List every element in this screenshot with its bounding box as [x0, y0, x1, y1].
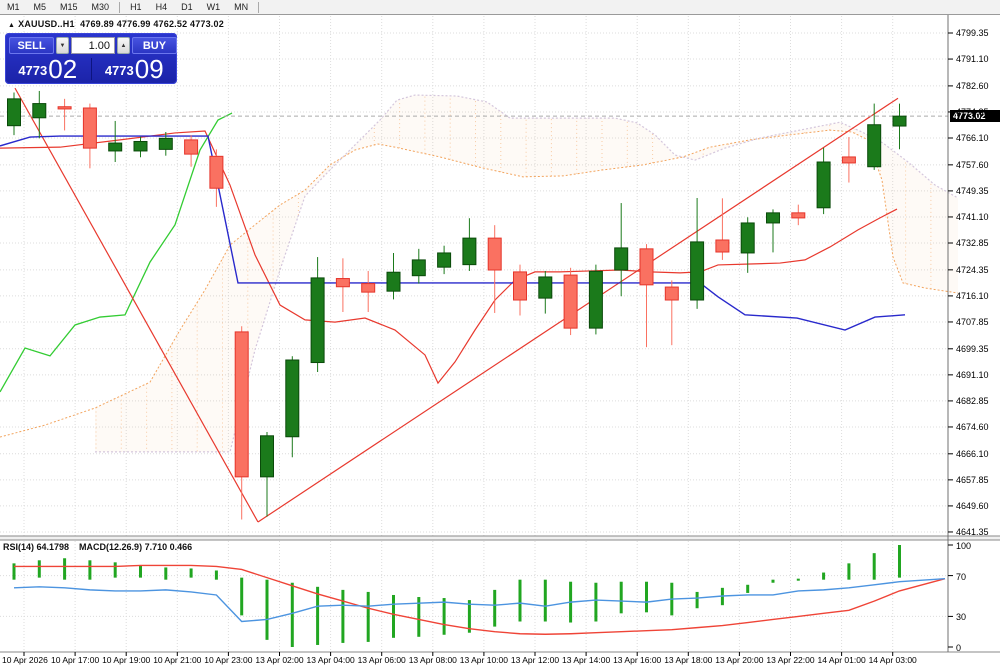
oscillator-axis-label: 100	[956, 541, 972, 551]
buy-button[interactable]: BUY	[131, 37, 177, 54]
price-axis-label: 4757.60	[956, 159, 989, 170]
timeframe-button-m15[interactable]: M15	[60, 2, 78, 12]
time-axis-label: 10 Apr 23:00	[204, 655, 253, 665]
price-axis-label: 4782.60	[956, 80, 989, 91]
price-axis-label: 4682.85	[956, 395, 989, 406]
time-axis-label: 13 Apr 02:00	[255, 655, 304, 665]
price-axis-label: 4666.10	[956, 448, 989, 459]
indicator-pane-label: RSI(14) 64.1798 MACD(12.26.9) 7.710 0.466	[3, 542, 202, 552]
time-axis-label: 14 Apr 01:00	[817, 655, 866, 665]
timeframe-button-m30[interactable]: M30	[91, 2, 110, 12]
timeframe-button-m1[interactable]: M1	[7, 2, 20, 12]
price-axis-label: 4791.10	[956, 54, 989, 65]
ask-price-prefix: 4773	[104, 63, 134, 78]
oscillator-axis-label: 30	[956, 612, 967, 623]
price-axis-label: 4724.35	[956, 264, 989, 275]
ohlc-open: 4769.89	[80, 19, 114, 29]
time-axis-label: 13 Apr 18:00	[664, 655, 713, 665]
sell-button[interactable]: SELL	[9, 37, 55, 54]
price-axis-label: 4657.85	[956, 474, 989, 485]
volume-input[interactable]	[71, 37, 115, 54]
time-axis-label: 13 Apr 22:00	[766, 655, 815, 665]
timeframe-button-h4[interactable]: H4	[155, 2, 168, 12]
timeframe-button-m5[interactable]: M5	[33, 2, 47, 12]
price-axis-label: 4799.35	[956, 28, 989, 38]
price-axis-label: 4649.60	[956, 500, 989, 511]
price-axis-label: 4741.10	[956, 211, 989, 222]
macd-label: MACD(12.26.9) 7.710 0.466	[79, 542, 193, 552]
price-axis-label: 4674.60	[956, 421, 989, 432]
price-axis-label: 4749.35	[956, 185, 989, 196]
volume-decrease-button[interactable]: ▼	[56, 37, 69, 54]
time-axis-label: 10 Apr 17:00	[50, 655, 100, 665]
time-axis-label: 14 Apr 03:00	[868, 655, 917, 665]
time-axis-label: 10 Apr 2026	[2, 655, 48, 665]
time-axis-label: 13 Apr 12:00	[510, 655, 560, 665]
collapse-triangle-icon[interactable]: ▲	[8, 22, 16, 29]
time-axis-label: 13 Apr 06:00	[357, 655, 406, 665]
time-axis-label: 13 Apr 16:00	[613, 655, 662, 665]
bid-price-display[interactable]: 4773 02	[5, 56, 91, 82]
price-axis-label: 4716.10	[956, 290, 989, 301]
price-axis-label: 4641.35	[956, 526, 989, 537]
ask-price-display[interactable]: 4773 09	[92, 56, 178, 82]
time-axis-label: 13 Apr 14:00	[561, 655, 611, 665]
bid-price-big-digits: 02	[48, 54, 78, 84]
time-axis-label: 10 Apr 21:00	[153, 655, 202, 665]
ohlc-low: 4762.52	[153, 19, 188, 29]
timeframe-button-mn[interactable]: MN	[234, 2, 249, 12]
timeframe-button-h1[interactable]: H1	[130, 2, 142, 12]
bid-price-prefix: 4773	[18, 63, 48, 78]
volume-increase-button[interactable]: ▲	[117, 37, 130, 54]
oscillator-axis-label: 70	[956, 571, 967, 582]
time-axis-label: 13 Apr 08:00	[408, 655, 457, 665]
price-axis-label: 4732.85	[956, 238, 989, 248]
time-axis-label: 10 Apr 19:00	[102, 655, 151, 665]
toolbar-separator	[119, 1, 121, 13]
oscillator-axis-label: 0	[956, 643, 962, 653]
price-axis-label: 4691.10	[956, 369, 989, 380]
timeframe-button-w1[interactable]: W1	[206, 2, 221, 12]
chart-title: ▲ XAUUSD..H1 4769.89 4776.99 4762.52 4773…	[8, 19, 224, 29]
ask-price-big-digits: 09	[134, 54, 164, 84]
price-axis-label: 4707.85	[956, 316, 989, 327]
ohlc-high: 4776.99	[116, 19, 151, 29]
one-click-trade-panel: SELL ▼ ▲ BUY 4773 02 4773 09	[5, 33, 177, 84]
time-axis-label: 13 Apr 10:00	[459, 655, 508, 665]
time-axis-label: 13 Apr 20:00	[715, 655, 764, 665]
price-axis-label: 4699.35	[956, 343, 989, 354]
toolbar-separator	[258, 1, 260, 13]
timeframe-button-d1[interactable]: D1	[181, 2, 193, 12]
current-price-tag: 4773.02	[950, 110, 1000, 122]
price-axis-label: 4766.10	[956, 133, 989, 143]
time-axis-label: 13 Apr 04:00	[306, 655, 355, 665]
price-axis-label: 4774.35	[956, 106, 989, 117]
ohlc-close: 4773.02	[189, 19, 224, 29]
price-divider	[90, 58, 92, 80]
rsi-label: RSI(14) 64.1798	[3, 542, 70, 552]
symbol-label: XAUUSD..H1	[18, 19, 75, 29]
